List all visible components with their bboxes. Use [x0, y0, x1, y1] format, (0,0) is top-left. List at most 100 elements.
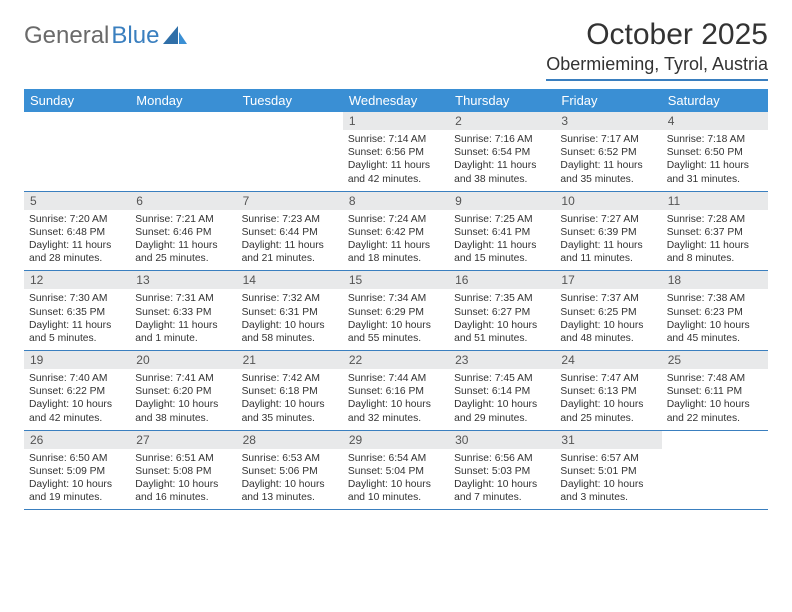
day-line: Daylight: 11 hours and 18 minutes. [348, 239, 444, 265]
logo-word2: Blue [111, 22, 159, 50]
location: Obermieming, Tyrol, Austria [546, 54, 768, 75]
day-line: Daylight: 10 hours and 58 minutes. [242, 319, 338, 345]
day-header: Sunday [24, 89, 130, 112]
day-number: 30 [449, 431, 555, 449]
empty-lines [662, 449, 768, 504]
day-details: Sunrise: 7:28 AMSunset: 6:37 PMDaylight:… [662, 210, 768, 271]
day-line: Sunset: 6:41 PM [454, 226, 550, 239]
day-number: 15 [343, 271, 449, 289]
day-details: Sunrise: 6:54 AMSunset: 5:04 PMDaylight:… [343, 449, 449, 510]
logo: GeneralBlue [24, 18, 189, 50]
day-line: Sunset: 6:42 PM [348, 226, 444, 239]
day-line: Daylight: 10 hours and 51 minutes. [454, 319, 550, 345]
day-details: Sunrise: 7:48 AMSunset: 6:11 PMDaylight:… [662, 369, 768, 430]
calendar-cell: 17Sunrise: 7:37 AMSunset: 6:25 PMDayligh… [555, 271, 661, 351]
header: GeneralBlue October 2025 Obermieming, Ty… [24, 18, 768, 81]
day-details: Sunrise: 7:14 AMSunset: 6:56 PMDaylight:… [343, 130, 449, 191]
day-line: Sunset: 6:48 PM [29, 226, 125, 239]
day-line: Daylight: 11 hours and 35 minutes. [560, 159, 656, 185]
day-line: Sunrise: 7:21 AM [135, 213, 231, 226]
day-line: Sunset: 6:27 PM [454, 306, 550, 319]
day-number: 23 [449, 351, 555, 369]
calendar-cell [24, 112, 130, 191]
day-line: Sunset: 6:11 PM [667, 385, 763, 398]
day-number: 29 [343, 431, 449, 449]
day-line: Sunrise: 7:31 AM [135, 292, 231, 305]
day-details: Sunrise: 7:30 AMSunset: 6:35 PMDaylight:… [24, 289, 130, 350]
day-line: Sunset: 6:18 PM [242, 385, 338, 398]
day-details: Sunrise: 7:17 AMSunset: 6:52 PMDaylight:… [555, 130, 661, 191]
calendar-cell: 2Sunrise: 7:16 AMSunset: 6:54 PMDaylight… [449, 112, 555, 191]
empty-daynum [24, 112, 130, 130]
calendar-cell: 15Sunrise: 7:34 AMSunset: 6:29 PMDayligh… [343, 271, 449, 351]
calendar-cell: 16Sunrise: 7:35 AMSunset: 6:27 PMDayligh… [449, 271, 555, 351]
day-number: 4 [662, 112, 768, 130]
calendar-cell: 23Sunrise: 7:45 AMSunset: 6:14 PMDayligh… [449, 351, 555, 431]
day-number: 18 [662, 271, 768, 289]
day-header: Thursday [449, 89, 555, 112]
day-number: 14 [237, 271, 343, 289]
calendar-cell: 26Sunrise: 6:50 AMSunset: 5:09 PMDayligh… [24, 430, 130, 510]
day-details: Sunrise: 7:41 AMSunset: 6:20 PMDaylight:… [130, 369, 236, 430]
day-details: Sunrise: 6:51 AMSunset: 5:08 PMDaylight:… [130, 449, 236, 510]
day-line: Sunset: 6:50 PM [667, 146, 763, 159]
day-number: 25 [662, 351, 768, 369]
day-line: Sunset: 6:54 PM [454, 146, 550, 159]
title-block: October 2025 Obermieming, Tyrol, Austria [546, 18, 768, 81]
day-details: Sunrise: 7:23 AMSunset: 6:44 PMDaylight:… [237, 210, 343, 271]
day-line: Sunrise: 7:25 AM [454, 213, 550, 226]
calendar-cell: 19Sunrise: 7:40 AMSunset: 6:22 PMDayligh… [24, 351, 130, 431]
day-line: Sunset: 6:46 PM [135, 226, 231, 239]
empty-lines [24, 130, 130, 185]
day-line: Daylight: 10 hours and 42 minutes. [29, 398, 125, 424]
day-line: Daylight: 10 hours and 22 minutes. [667, 398, 763, 424]
day-line: Sunrise: 7:24 AM [348, 213, 444, 226]
day-number: 12 [24, 271, 130, 289]
day-line: Sunrise: 7:28 AM [667, 213, 763, 226]
empty-daynum [237, 112, 343, 130]
day-details: Sunrise: 7:16 AMSunset: 6:54 PMDaylight:… [449, 130, 555, 191]
day-header: Monday [130, 89, 236, 112]
day-number: 26 [24, 431, 130, 449]
day-line: Sunset: 6:16 PM [348, 385, 444, 398]
day-details: Sunrise: 7:47 AMSunset: 6:13 PMDaylight:… [555, 369, 661, 430]
day-line: Sunset: 5:04 PM [348, 465, 444, 478]
day-number: 6 [130, 192, 236, 210]
day-number: 22 [343, 351, 449, 369]
day-number: 31 [555, 431, 661, 449]
day-header-row: SundayMondayTuesdayWednesdayThursdayFrid… [24, 89, 768, 112]
day-line: Sunrise: 7:16 AM [454, 133, 550, 146]
day-number: 11 [662, 192, 768, 210]
day-line: Daylight: 10 hours and 13 minutes. [242, 478, 338, 504]
day-line: Daylight: 11 hours and 11 minutes. [560, 239, 656, 265]
calendar-cell: 8 Sunrise: 7:24 AMSunset: 6:42 PMDaylight… [343, 191, 449, 271]
day-line: Sunset: 6:29 PM [348, 306, 444, 319]
day-number: 21 [237, 351, 343, 369]
day-details: Sunrise: 7:45 AMSunset: 6:14 PMDaylight:… [449, 369, 555, 430]
day-line: Daylight: 10 hours and 48 minutes. [560, 319, 656, 345]
day-details: Sunrise: 7:34 AMSunset: 6:29 PMDaylight:… [343, 289, 449, 350]
day-line: Daylight: 11 hours and 5 minutes. [29, 319, 125, 345]
calendar-cell: 25Sunrise: 7:48 AMSunset: 6:11 PMDayligh… [662, 351, 768, 431]
day-line: Sunrise: 7:32 AM [242, 292, 338, 305]
day-details: Sunrise: 7:25 AMSunset: 6:41 PMDaylight:… [449, 210, 555, 271]
logo-sail-icon [163, 26, 189, 46]
calendar-week-row: 1Sunrise: 7:14 AMSunset: 6:56 PMDaylight… [24, 112, 768, 191]
day-line: Sunrise: 7:42 AM [242, 372, 338, 385]
day-line: Daylight: 10 hours and 7 minutes. [454, 478, 550, 504]
day-line: Daylight: 10 hours and 45 minutes. [667, 319, 763, 345]
day-line: Sunrise: 7:34 AM [348, 292, 444, 305]
day-details: Sunrise: 7:42 AMSunset: 6:18 PMDaylight:… [237, 369, 343, 430]
day-line: Sunrise: 7:14 AM [348, 133, 444, 146]
calendar-cell: 1Sunrise: 7:14 AMSunset: 6:56 PMDaylight… [343, 112, 449, 191]
day-line: Sunrise: 6:56 AM [454, 452, 550, 465]
day-line: Sunrise: 7:41 AM [135, 372, 231, 385]
day-number: 10 [555, 192, 661, 210]
calendar-week-row: 19Sunrise: 7:40 AMSunset: 6:22 PMDayligh… [24, 351, 768, 431]
day-line: Daylight: 11 hours and 31 minutes. [667, 159, 763, 185]
calendar-cell: 11Sunrise: 7:28 AMSunset: 6:37 PMDayligh… [662, 191, 768, 271]
day-number: 24 [555, 351, 661, 369]
day-number: 28 [237, 431, 343, 449]
day-details: Sunrise: 6:56 AMSunset: 5:03 PMDaylight:… [449, 449, 555, 510]
day-number: 8 [343, 192, 449, 210]
